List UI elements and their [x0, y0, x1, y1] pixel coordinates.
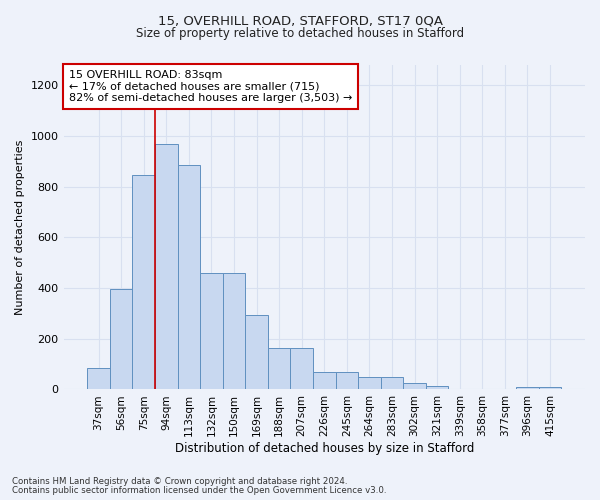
Bar	[87, 368, 110, 390]
Bar	[313, 372, 335, 390]
Bar	[133, 176, 155, 390]
Bar	[200, 273, 223, 390]
Text: 15 OVERHILL ROAD: 83sqm
← 17% of detached houses are smaller (715)
82% of semi-d: 15 OVERHILL ROAD: 83sqm ← 17% of detache…	[69, 70, 352, 103]
Bar	[426, 386, 448, 390]
Text: 15, OVERHILL ROAD, STAFFORD, ST17 0QA: 15, OVERHILL ROAD, STAFFORD, ST17 0QA	[157, 15, 443, 28]
Y-axis label: Number of detached properties: Number of detached properties	[15, 140, 25, 315]
Bar	[290, 348, 313, 390]
Text: Contains HM Land Registry data © Crown copyright and database right 2024.: Contains HM Land Registry data © Crown c…	[12, 477, 347, 486]
Bar	[268, 348, 290, 390]
Bar	[516, 387, 539, 390]
Bar	[381, 377, 403, 390]
Bar	[403, 383, 426, 390]
Text: Contains public sector information licensed under the Open Government Licence v3: Contains public sector information licen…	[12, 486, 386, 495]
Bar	[155, 144, 178, 390]
Bar	[245, 314, 268, 390]
Bar	[335, 372, 358, 390]
Bar	[223, 273, 245, 390]
Text: Size of property relative to detached houses in Stafford: Size of property relative to detached ho…	[136, 28, 464, 40]
X-axis label: Distribution of detached houses by size in Stafford: Distribution of detached houses by size …	[175, 442, 474, 455]
Bar	[110, 290, 133, 390]
Bar	[178, 165, 200, 390]
Bar	[358, 377, 381, 390]
Bar	[539, 387, 561, 390]
